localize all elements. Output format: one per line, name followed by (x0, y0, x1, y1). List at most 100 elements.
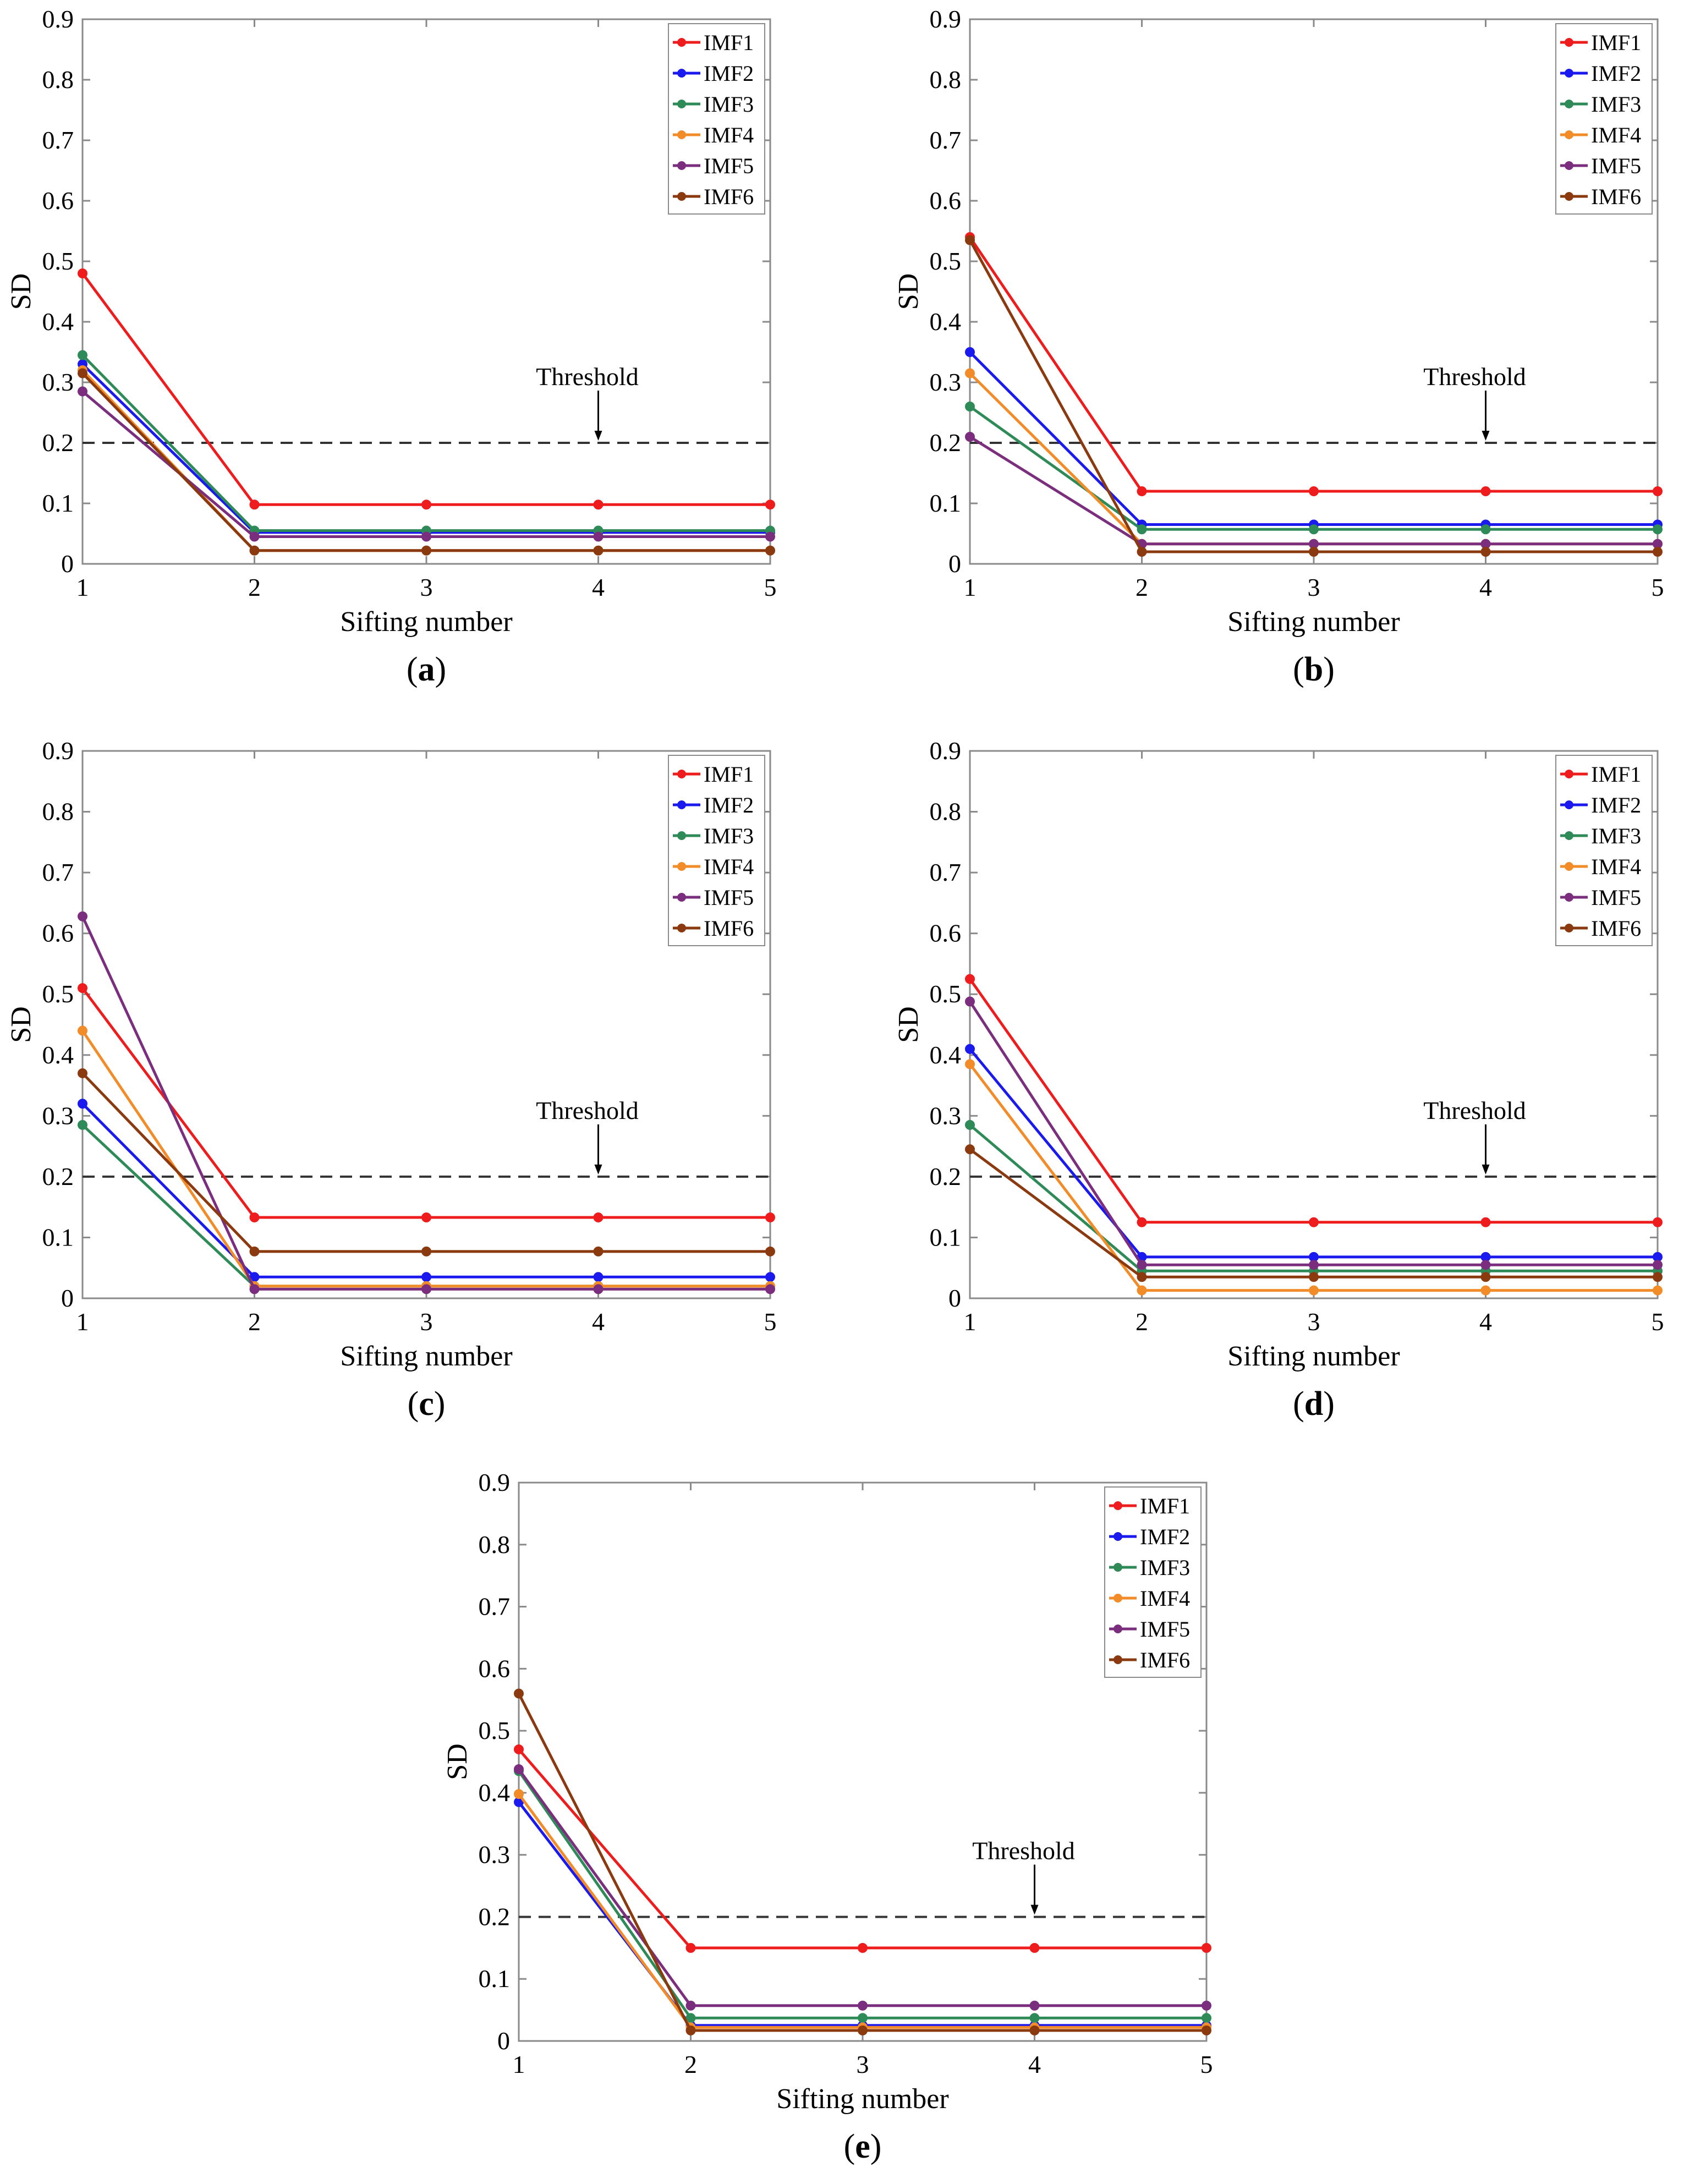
legend-label: IMF4 (1591, 123, 1641, 147)
x-tick-label: 1 (964, 1308, 977, 1336)
series-imf4 (965, 1059, 1663, 1296)
data-point (1653, 1217, 1663, 1227)
chart-panel-d: 0 0.1 0.2 0.3 0.4 0.5 0.6 0.7 0.8 0.9 1 2 3 4 5 Sifting… (893, 737, 1664, 1423)
series-imf3 (514, 1766, 1211, 2023)
legend-label: IMF4 (1140, 1586, 1190, 1611)
panel-caption: (d) (1293, 1385, 1335, 1423)
legend-item-imf3: IMF3 (673, 824, 754, 848)
legend-swatch-marker (1113, 1532, 1122, 1541)
series-imf5 (965, 432, 1663, 549)
data-point (1029, 1942, 1040, 1953)
data-point (593, 500, 604, 510)
legend-item-imf5: IMF5 (1560, 885, 1641, 910)
x-tick-label: 4 (592, 573, 605, 601)
legend-swatch-marker (1113, 1594, 1122, 1603)
legend-label: IMF1 (1591, 30, 1641, 55)
x-axis-label: Sifting number (776, 2083, 948, 2115)
series-imf1 (78, 268, 775, 510)
caption-close-paren: ) (870, 2128, 882, 2165)
data-point (1137, 1285, 1147, 1296)
y-tick-label: 0.9 (479, 1468, 511, 1496)
legend-swatch-marker (677, 893, 686, 902)
x-tick-label: 3 (857, 2050, 869, 2078)
series-imf6 (965, 235, 1663, 557)
legend-label: IMF3 (1140, 1555, 1190, 1580)
legend-label: IMF3 (1591, 824, 1641, 848)
y-tick-label: 0 (497, 2027, 510, 2055)
series-imf6 (514, 1688, 1211, 2035)
data-point (765, 1272, 775, 1282)
legend-swatch-marker (1113, 1501, 1122, 1510)
data-point (421, 1284, 431, 1294)
legend-label: IMF6 (704, 184, 754, 209)
data-point (858, 2025, 868, 2035)
data-point (685, 1942, 696, 1953)
data-point (78, 386, 87, 397)
y-tick-label: 0 (948, 550, 961, 578)
data-point (1137, 1260, 1147, 1270)
series-imf1 (78, 983, 775, 1222)
caption-letter: c (419, 1385, 434, 1423)
chart-panel-b: 0 0.1 0.2 0.3 0.4 0.5 0.6 0.7 0.8 0.9 1 2 3 4 5 Sifting… (893, 5, 1664, 688)
data-point (1309, 1217, 1319, 1227)
y-tick-label: 0.6 (479, 1654, 511, 1682)
legend-item-imf5: IMF5 (1109, 1617, 1190, 1642)
legend-item-imf2: IMF2 (1109, 1524, 1190, 1549)
data-point (1029, 2013, 1040, 2023)
legend-item-imf1: IMF1 (1109, 1494, 1190, 1518)
x-tick-label: 5 (764, 1308, 777, 1336)
legend-item-imf4: IMF4 (1109, 1586, 1190, 1611)
legend-label: IMF2 (1140, 1524, 1190, 1549)
legend-swatch-marker (677, 924, 686, 932)
plot-frame (969, 18, 1659, 565)
y-axis-label: SD (893, 273, 924, 310)
x-tick-label: 2 (248, 573, 261, 601)
legend-label: IMF3 (704, 824, 754, 848)
legend-swatch-marker (1565, 38, 1573, 47)
data-point (1137, 547, 1147, 557)
x-tick-label: 4 (1479, 1308, 1492, 1336)
x-tick-label: 5 (1652, 573, 1664, 601)
data-point (858, 1942, 868, 1953)
data-point (78, 983, 87, 994)
series-imf5 (78, 386, 775, 542)
threshold-label: Threshold (972, 1836, 1075, 1864)
data-point (965, 996, 975, 1007)
y-tick-label: 0 (61, 550, 74, 578)
legend-box (668, 23, 765, 215)
y-tick-label: 0.3 (930, 368, 962, 396)
threshold-arrowhead (594, 431, 602, 441)
series-line (968, 239, 1658, 553)
threshold-label: Threshold (1423, 363, 1526, 391)
series-line (81, 272, 770, 506)
legend-item-imf1: IMF1 (673, 762, 754, 787)
series-imf5 (514, 1764, 1211, 2011)
data-point (1653, 486, 1663, 496)
chart-panel-e: 0 0.1 0.2 0.3 0.4 0.5 0.6 0.7 0.8 0.9 1 2 3 4 5 Sifting… (442, 1468, 1213, 2165)
data-point (78, 1068, 87, 1078)
legend-box (1555, 23, 1653, 215)
data-point (421, 545, 431, 556)
data-point (765, 1246, 775, 1256)
legend-label: IMF2 (1591, 61, 1641, 86)
series-line (81, 915, 770, 1291)
data-point (1202, 1942, 1211, 1953)
data-point (1480, 524, 1491, 535)
legend-label: IMF4 (1591, 854, 1641, 879)
data-point (249, 1246, 260, 1256)
legend: IMF1 IMF2 IMF3 IMF4 IMF5 IMF6 (1555, 23, 1653, 215)
legend-item-imf2: IMF2 (1560, 793, 1641, 817)
legend-item-imf3: IMF3 (673, 92, 754, 117)
panel-caption: (e) (844, 2128, 882, 2165)
legend-swatch-marker (1565, 192, 1573, 201)
legend-box (668, 755, 765, 946)
x-axis-label: Sifting number (340, 1341, 512, 1372)
y-tick-label: 0.5 (930, 247, 962, 275)
data-point (421, 531, 431, 542)
data-point (249, 531, 260, 542)
y-tick-label: 0.9 (930, 737, 962, 765)
legend: IMF1 IMF2 IMF3 IMF4 IMF5 IMF6 (668, 23, 765, 215)
data-point (965, 1044, 975, 1054)
series-imf1 (965, 232, 1663, 496)
series-line (81, 1072, 770, 1253)
